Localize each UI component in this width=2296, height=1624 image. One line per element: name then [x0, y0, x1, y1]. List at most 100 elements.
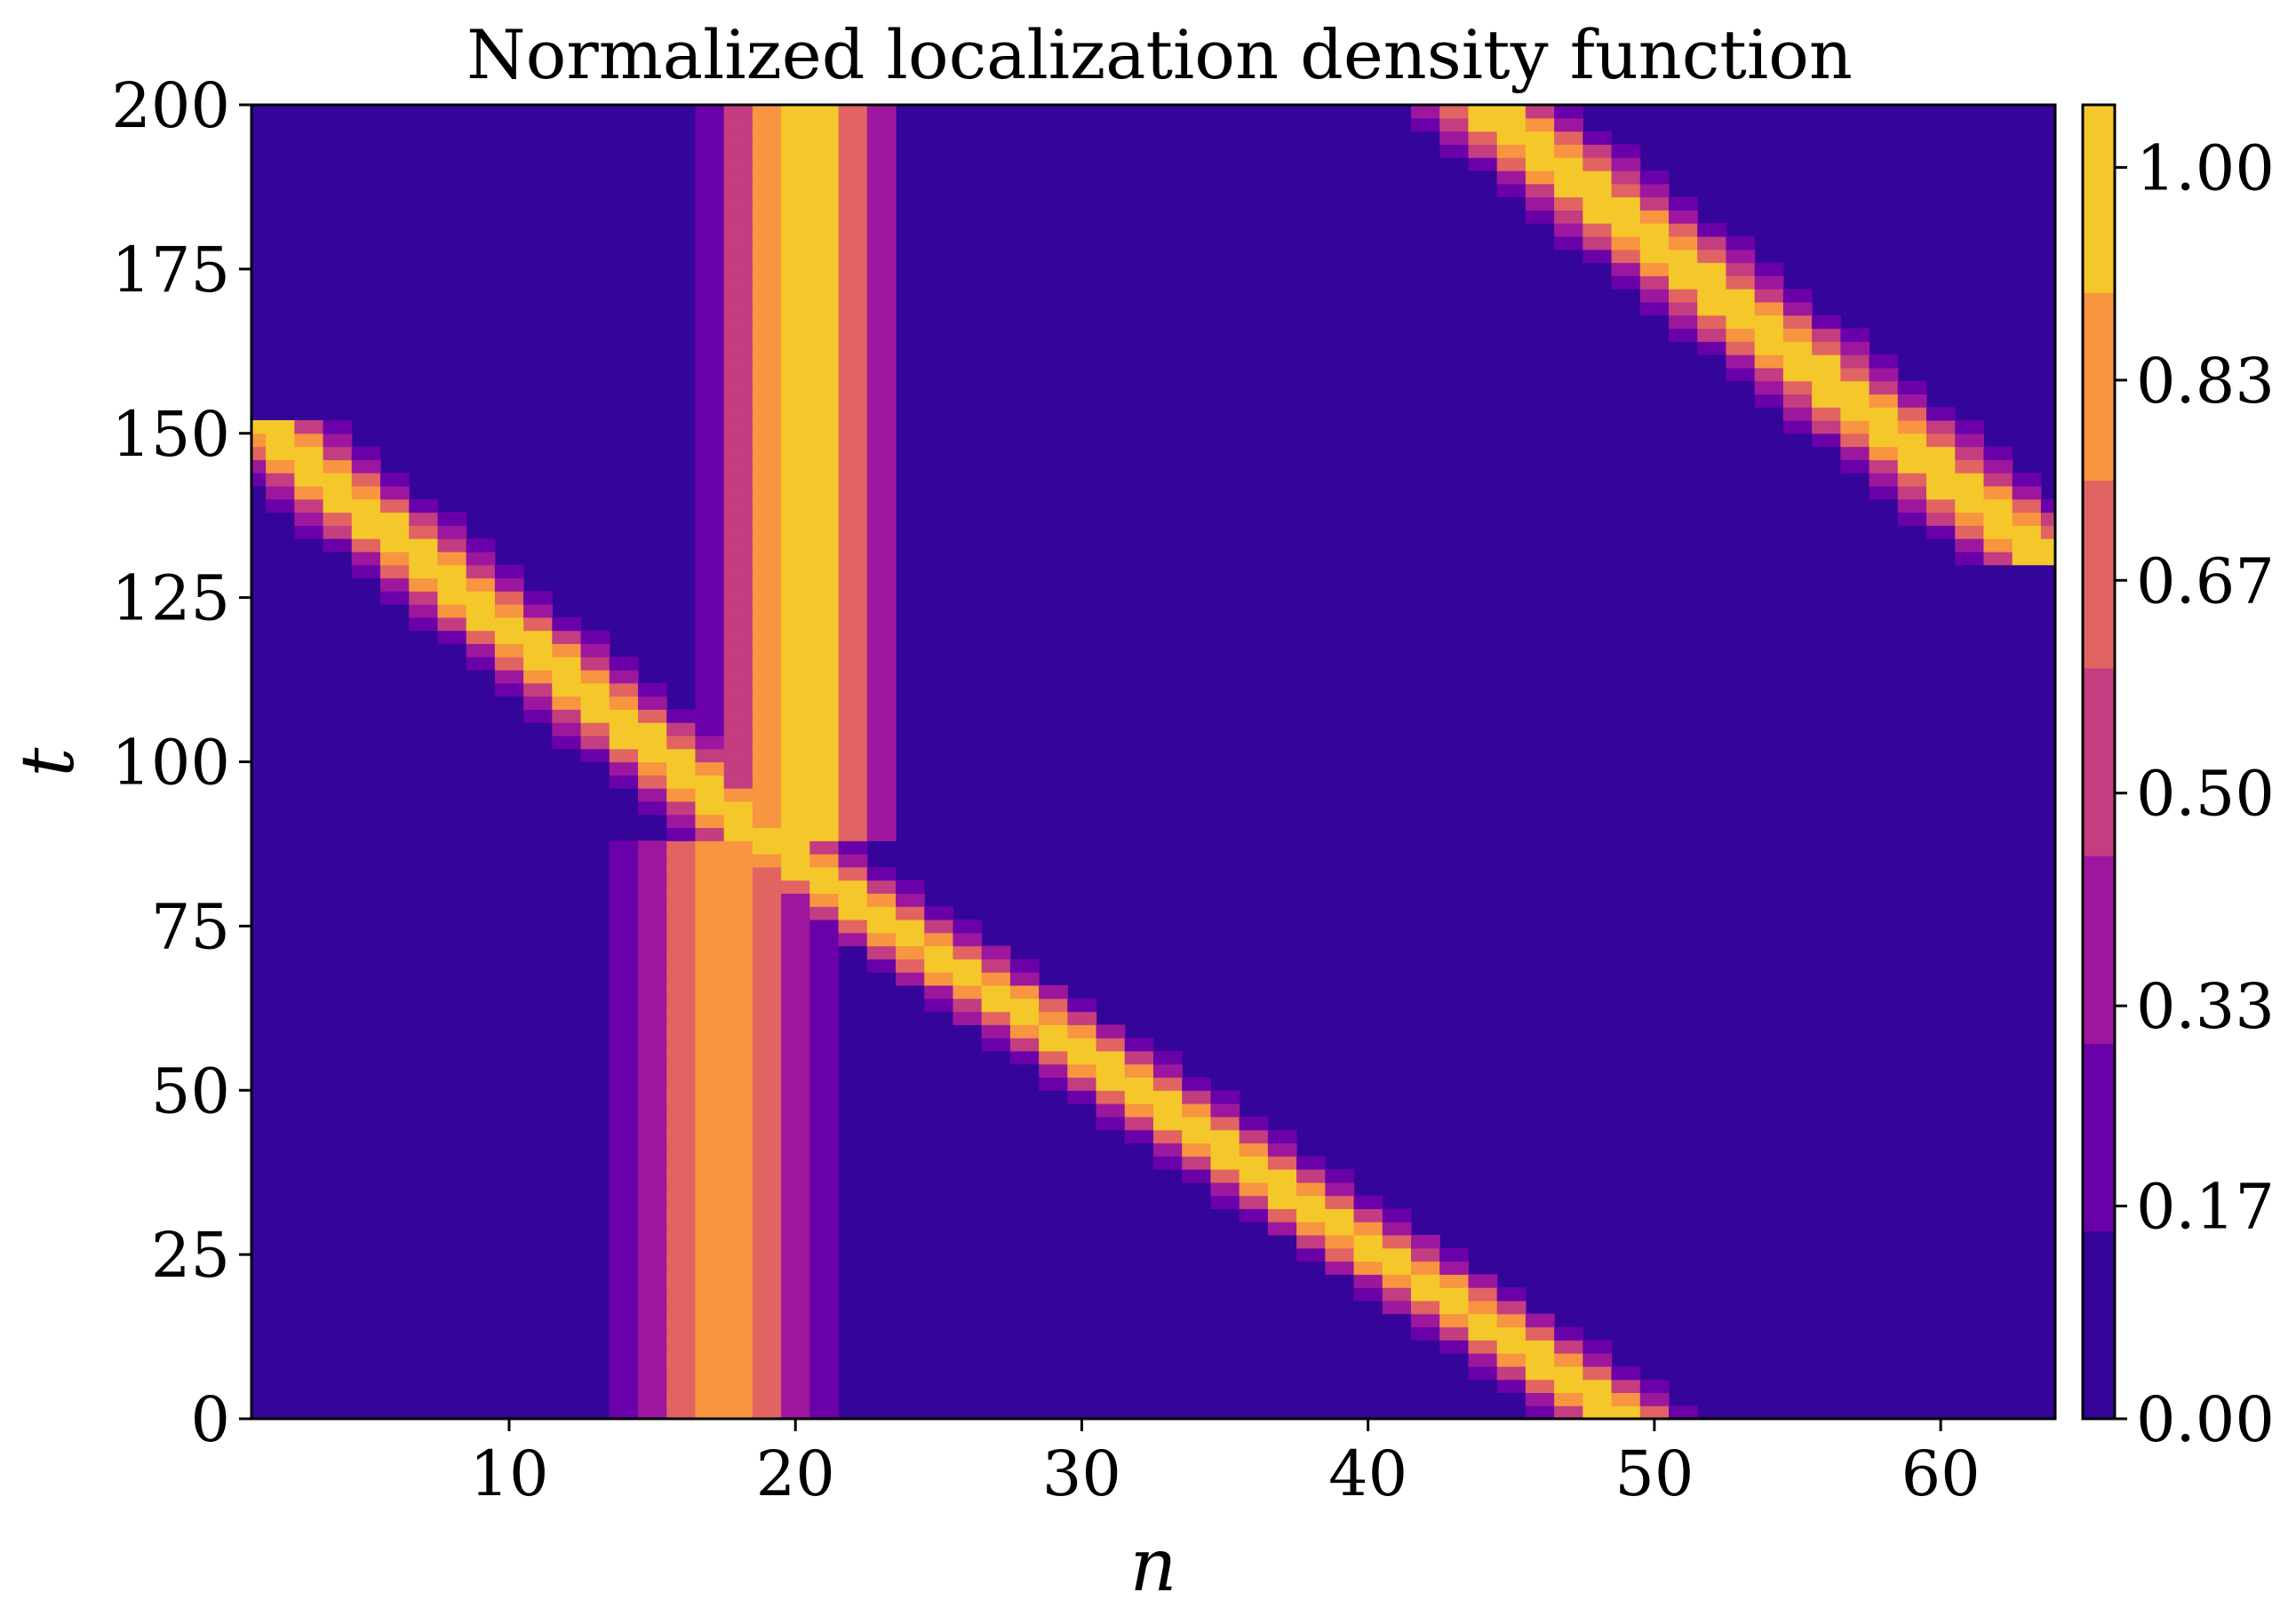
heatmap-cell	[1411, 1261, 1440, 1275]
heatmap-cell	[1812, 380, 1841, 394]
heatmap-cell	[809, 262, 840, 276]
heatmap-cell	[781, 314, 810, 330]
heatmap-cell	[809, 314, 840, 330]
heatmap-cell	[838, 105, 868, 119]
heatmap-cell	[1009, 984, 1040, 999]
heatmap-cell	[638, 761, 667, 776]
heatmap-cell	[866, 419, 897, 434]
heatmap-cell	[638, 972, 667, 986]
heatmap-cell	[1554, 210, 1583, 224]
heatmap-cell	[781, 367, 810, 382]
heatmap-cell	[781, 1116, 810, 1131]
heatmap-cell	[924, 998, 954, 1013]
heatmap-cell	[1869, 446, 1899, 460]
heatmap-cell	[752, 498, 782, 513]
heatmap-cell	[695, 880, 725, 894]
heatmap-cell	[781, 722, 810, 736]
heatmap-cell	[1955, 459, 1985, 474]
heatmap-cell	[838, 235, 868, 251]
heatmap-cell	[752, 591, 782, 605]
heatmap-cell	[723, 1392, 753, 1406]
heatmap-cell	[695, 1129, 725, 1144]
heatmap-cell	[638, 854, 667, 868]
heatmap-cell	[752, 433, 782, 448]
heatmap-cell	[924, 945, 954, 959]
heatmap-cell	[723, 866, 753, 881]
heatmap-cell	[723, 1261, 753, 1275]
heatmap-cell	[809, 144, 840, 158]
heatmap-cell	[723, 1313, 753, 1328]
heatmap-cell	[838, 131, 868, 145]
heatmap-cell	[838, 473, 868, 487]
heatmap-cell	[1096, 1103, 1126, 1118]
heatmap-cell	[437, 525, 467, 539]
heatmap-cell	[752, 617, 782, 632]
heatmap-cell	[695, 630, 725, 644]
heatmap-cell	[809, 249, 840, 264]
heatmap-cell	[638, 945, 667, 959]
heatmap-cell	[609, 840, 639, 855]
heatmap-cell	[896, 959, 925, 973]
heatmap-cell	[723, 1287, 753, 1302]
heatmap-cell	[809, 459, 840, 474]
heatmap-cell	[809, 289, 840, 303]
heatmap-cell	[838, 433, 868, 448]
heatmap-cell	[666, 709, 697, 723]
heatmap-cell	[638, 1182, 667, 1197]
heatmap-cell	[838, 157, 868, 171]
heatmap-cell	[1153, 1129, 1183, 1144]
heatmap-cell	[781, 1024, 810, 1039]
heatmap-cell	[666, 761, 697, 776]
heatmap-cell	[1726, 341, 1756, 355]
heatmap-cell	[251, 473, 267, 487]
heatmap-cell	[638, 932, 667, 947]
heatmap-cell	[809, 1063, 840, 1079]
chart-title: Normalized localization density function	[466, 15, 1853, 94]
heatmap-cell	[695, 367, 725, 382]
heatmap-cell	[1697, 249, 1727, 264]
heatmap-cell	[1468, 1365, 1498, 1381]
heatmap-cell	[1926, 485, 1956, 500]
heatmap-cell	[838, 814, 868, 829]
heatmap-cell	[666, 1300, 697, 1315]
heatmap-cell	[609, 1365, 639, 1381]
heatmap-cell	[1582, 157, 1613, 171]
heatmap-cell	[638, 1300, 667, 1315]
heatmap-cell	[981, 972, 1011, 986]
heatmap-cell	[1840, 433, 1870, 448]
heatmap-cell	[752, 722, 782, 736]
heatmap-cell	[523, 643, 553, 657]
heatmap-cell	[1353, 1247, 1383, 1262]
heatmap-cell	[1869, 473, 1899, 487]
heatmap-cell	[1096, 1024, 1126, 1039]
heatmap-cell	[809, 630, 840, 644]
heatmap-cell	[1897, 512, 1927, 526]
heatmap-cell	[1840, 328, 1870, 342]
heatmap-cell	[2040, 498, 2056, 513]
heatmap-cell	[1726, 249, 1756, 264]
heatmap-cell	[809, 880, 840, 894]
heatmap-cell	[695, 157, 725, 171]
heatmap-cell	[1812, 394, 1841, 408]
heatmap-cell	[1525, 1353, 1555, 1367]
heatmap-cell	[866, 709, 897, 723]
heatmap-cell	[1239, 1156, 1269, 1170]
heatmap-cell	[866, 538, 897, 553]
heatmap-cell	[838, 183, 868, 198]
heatmap-cell	[666, 735, 697, 750]
heatmap-cell	[638, 1077, 667, 1091]
heatmap-cell	[695, 972, 725, 986]
heatmap-cell	[1039, 1063, 1068, 1079]
heatmap-cell	[781, 959, 810, 973]
heatmap-cell	[1611, 157, 1641, 171]
heatmap-cell	[609, 1077, 639, 1091]
heatmap-cell	[752, 1222, 782, 1236]
heatmap-cell	[752, 1326, 782, 1341]
heatmap-cell	[809, 301, 840, 316]
heatmap-cell	[809, 617, 840, 632]
heatmap-cell	[695, 105, 725, 119]
heatmap-cell	[437, 577, 467, 592]
heatmap-cell	[1210, 1090, 1240, 1104]
heatmap-cell	[1411, 1313, 1440, 1328]
heatmap-cell	[723, 893, 753, 907]
